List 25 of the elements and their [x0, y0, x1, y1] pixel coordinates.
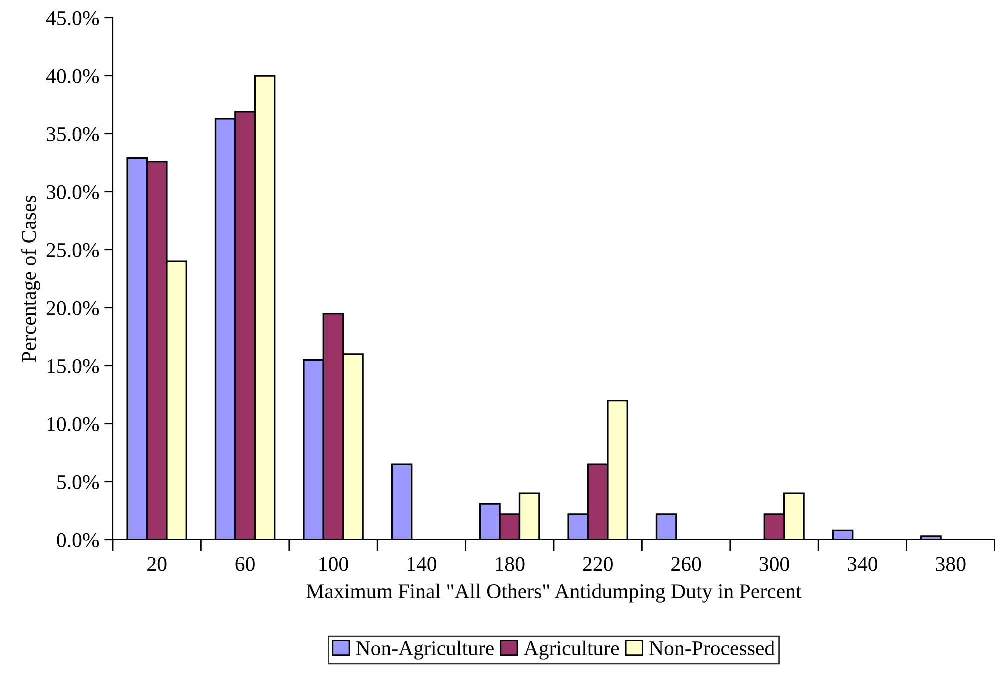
- x-tick-label: 180: [496, 557, 525, 572]
- y-tick-label: 30.0%: [46, 185, 100, 200]
- y-tick-label: 25.0%: [46, 243, 100, 258]
- legend-label: Agriculture: [524, 640, 620, 660]
- legend-label: Non-Agriculture: [356, 640, 494, 660]
- x-tick-label: 100: [320, 557, 348, 572]
- x-tick-label: 140: [408, 557, 437, 572]
- y-tick-label: 5.0%: [58, 475, 100, 490]
- x-tick-label: 260: [672, 557, 702, 572]
- x-tick-label: 380: [936, 557, 966, 572]
- x-tick-label: 20: [148, 557, 167, 572]
- x-tick-label: 300: [760, 557, 790, 572]
- y-tick-label: 10.0%: [48, 417, 100, 432]
- y-tick-label: 35.0%: [46, 127, 100, 142]
- y-tick-label: 20.0%: [46, 301, 100, 316]
- legend-label: Non-Processed: [650, 640, 775, 656]
- x-tick-label: 60: [236, 557, 255, 572]
- y-tick-label: 45.0%: [46, 11, 100, 26]
- x-tick-label: 340: [848, 557, 878, 572]
- y-tick-label: 40.0%: [46, 69, 100, 84]
- y-axis-title: Percentage of Cases: [21, 196, 40, 362]
- y-tick-label: 0.0%: [57, 533, 100, 548]
- x-tick-label: 220: [583, 557, 613, 572]
- y-tick-label: 15.0%: [48, 359, 100, 374]
- x-axis-title: Maximum Final "All Others" Antidumping Duty in Percent: [306, 584, 802, 603]
